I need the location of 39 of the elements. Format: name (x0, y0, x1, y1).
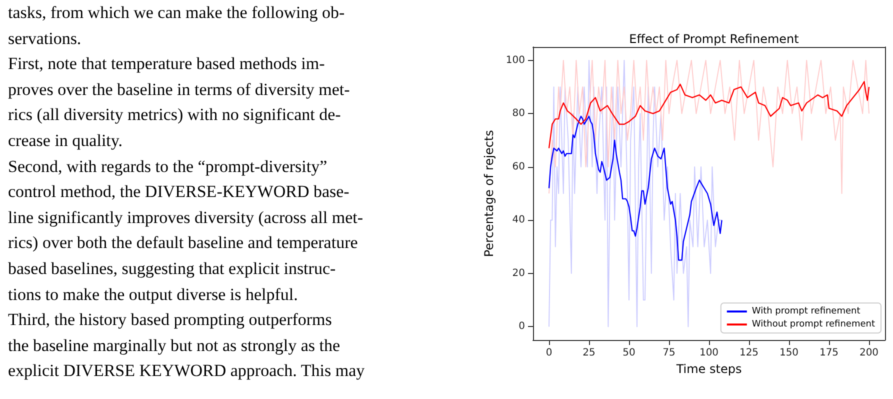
line-series (548, 116, 722, 261)
text: proves over the baseline in terms of diversity met- (8, 78, 351, 101)
x-tick-label: 75 (662, 348, 676, 358)
text: rics) over both the default baseline and temperature (8, 232, 359, 254)
text: rics (all diversity metrics) with no significant de- (8, 104, 342, 126)
y-tick-label: 0 (518, 321, 525, 332)
text: Third, the history based prompting outperforms (8, 309, 333, 332)
text: tions to make the output diverse is helpful. (8, 284, 299, 306)
text: servations. (8, 28, 82, 50)
y-tick-label: 60 (512, 161, 525, 172)
x-tick-label: 25 (582, 348, 596, 358)
x-tick-label: 200 (859, 348, 879, 358)
y-tick-label: 100 (506, 54, 525, 66)
legend-label: With prompt refinement (752, 306, 861, 316)
y-tick-label: 20 (512, 268, 525, 279)
text: control method, the DIVERSE-KEYWORD base- (8, 181, 350, 204)
y-axis-title: Percentage of rejects (482, 130, 496, 258)
text: crease in quality. (8, 130, 124, 152)
y-tick-label: 40 (512, 214, 525, 226)
x-axis-title: Time steps (675, 362, 742, 376)
text: line significantly improves diversity (across all met- (8, 206, 364, 229)
x-tick-label: 150 (779, 348, 799, 358)
text: the baseline marginally but not as strongly as the (8, 334, 342, 357)
x-tick-label: 100 (699, 348, 719, 358)
chart-title: Effect of Prompt Refinement (629, 32, 800, 46)
x-tick-label: 175 (819, 348, 839, 358)
line-series (548, 81, 870, 149)
text: explicit DIVERSE KEYWORD approach. This may (8, 360, 366, 382)
text: tasks, from which we can make the following ob- (8, 2, 346, 24)
text: Second, with regards to the “prompt-diversity” (8, 156, 328, 178)
y-tick-label: 80 (512, 108, 525, 120)
x-tick-label: 125 (739, 348, 759, 358)
line-series (548, 60, 870, 194)
x-tick-label: 0 (546, 348, 552, 358)
legend-label: Without prompt refinement (752, 320, 876, 330)
text: based baselines, suggesting that explicit instruc- (8, 258, 337, 280)
x-tick-label: 50 (622, 348, 636, 358)
text: First, note that temperature based methods im- (8, 53, 326, 76)
line-series (548, 60, 722, 328)
